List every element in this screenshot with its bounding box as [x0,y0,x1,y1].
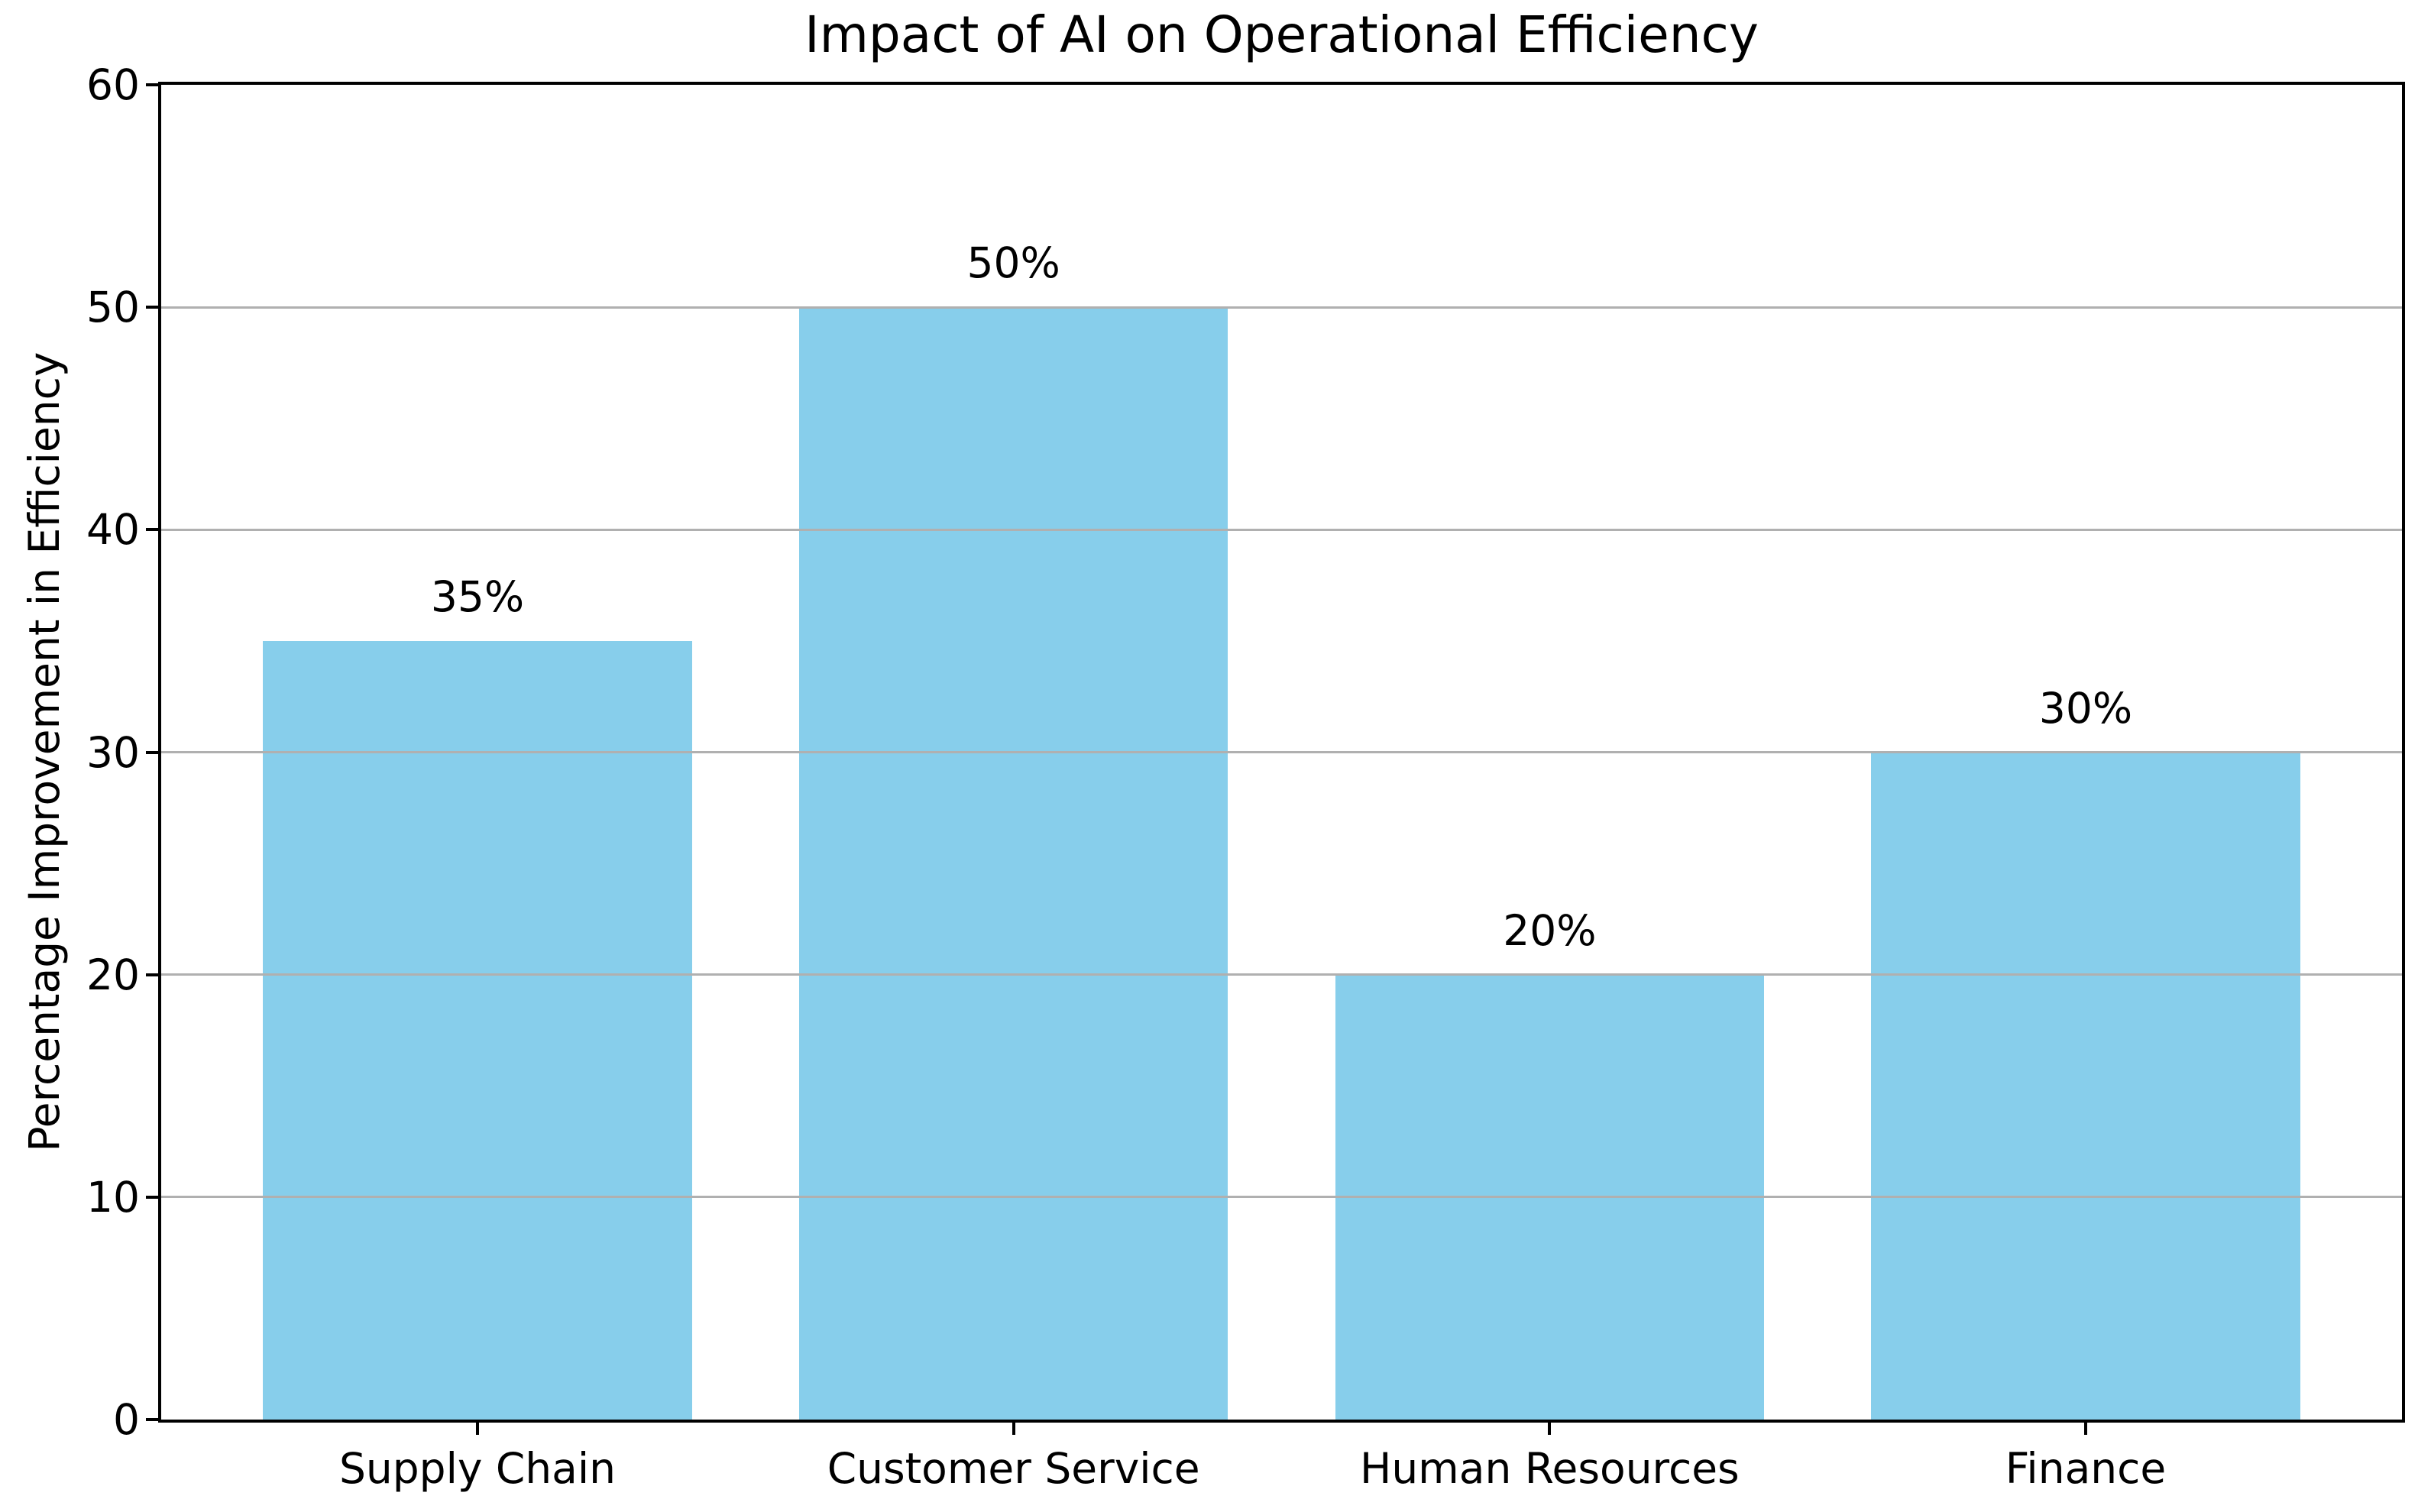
x-tick [1012,1423,1015,1435]
y-tick [146,528,158,532]
bar-value-label: 50% [966,238,1060,288]
bar-customer-service [798,307,1228,1420]
y-gridline [161,751,2402,753]
y-tick [146,1195,158,1199]
bar-finance [1871,752,2300,1420]
chart-title: Impact of AI on Operational Efficiency [804,5,1759,64]
y-gridline [161,973,2402,976]
y-tick [146,83,158,86]
x-tick [2084,1423,2087,1435]
plot-area: 35% 50% 20% 30% [158,82,2405,1423]
y-tick-label: 0 [113,1395,140,1444]
y-tick-label: 60 [86,60,140,109]
y-tick [146,306,158,309]
x-tick [475,1423,479,1435]
y-tick-label: 10 [86,1172,140,1222]
x-tick [1548,1423,1552,1435]
bar-value-label: 20% [1503,905,1597,955]
y-tick-label: 50 [86,283,140,332]
y-tick [146,973,158,976]
x-tick-label-customer-service: Customer Service [827,1444,1200,1493]
y-tick-label: 40 [86,505,140,555]
bar-value-label: 30% [2038,683,2133,733]
y-tick [146,750,158,754]
y-tick-label: 30 [86,727,140,777]
bar-supply-chain [263,640,692,1420]
x-tick-label-human-resources: Human Resources [1359,1444,1740,1493]
y-tick [146,1418,158,1421]
y-gridline [161,1196,2402,1199]
y-gridline [161,528,2402,531]
y-tick-label: 20 [86,950,140,999]
y-gridline [161,306,2402,309]
bar-value-label: 35% [430,571,525,621]
x-tick-label-supply-chain: Supply Chain [338,1444,616,1493]
x-tick-label-finance: Finance [2005,1444,2167,1493]
